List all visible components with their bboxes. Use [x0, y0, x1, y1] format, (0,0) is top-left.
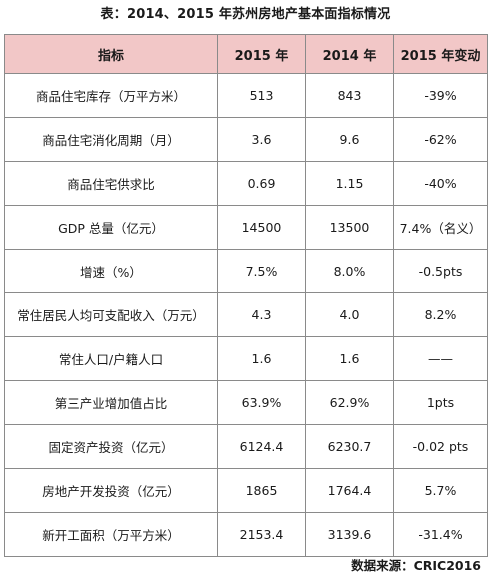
cell-indicator: 常住居民人均可支配收入（万元）	[4, 292, 218, 338]
cell-indicator: GDP 总量（亿元）	[4, 204, 218, 250]
cell-change: -39%	[393, 73, 488, 118]
table-row: 常住居民人均可支配收入（万元） 4.3 4.0 8.2%	[4, 292, 488, 338]
table-row: 商品住宅库存（万平方米） 513 843 -39%	[4, 73, 488, 118]
cell-2014: 9.6	[305, 116, 394, 162]
cell-change: 1pts	[393, 380, 488, 426]
table-title: 表：2014、2015 年苏州房地产基本面指标情况	[100, 7, 391, 22]
header-change: 2015 年变动	[393, 34, 488, 74]
cell-2014: 13500	[305, 204, 394, 250]
cell-2014: 3139.6	[305, 511, 394, 557]
cell-2015: 3.6	[217, 116, 306, 162]
cell-indicator: 固定资产投资（亿元）	[4, 424, 218, 470]
header-indicator: 指标	[4, 34, 218, 74]
cell-indicator: 常住人口/户籍人口	[4, 336, 218, 382]
cell-2015: 6124.4	[217, 424, 306, 470]
cell-2014: 8.0%	[305, 248, 394, 294]
cell-2014: 1.15	[305, 160, 394, 206]
cell-indicator: 增速（%）	[4, 248, 218, 294]
cell-2014: 843	[305, 73, 394, 118]
header-row: 指标 2015 年 2014 年 2015 年变动	[4, 34, 488, 74]
cell-2014: 4.0	[305, 292, 394, 338]
data-table: 指标 2015 年 2014 年 2015 年变动 商品住宅库存（万平方米） 5…	[4, 34, 488, 557]
data-source: 数据来源：CRIC2016	[351, 558, 481, 573]
table-row: 增速（%） 7.5% 8.0% -0.5pts	[4, 248, 488, 294]
cell-change: -0.5pts	[393, 248, 488, 294]
cell-2014: 6230.7	[305, 424, 394, 470]
cell-2014: 1764.4	[305, 468, 394, 513]
table-row: 新开工面积（万平方米） 2153.4 3139.6 -31.4%	[4, 511, 488, 557]
cell-indicator: 新开工面积（万平方米）	[4, 511, 218, 557]
table-row: 第三产业增加值占比 63.9% 62.9% 1pts	[4, 380, 488, 426]
table-row: 商品住宅消化周期（月） 3.6 9.6 -62%	[4, 116, 488, 162]
cell-2015: 7.5%	[217, 248, 306, 294]
table-row: GDP 总量（亿元） 14500 13500 7.4%（名义）	[4, 204, 488, 250]
cell-2015: 14500	[217, 204, 306, 250]
cell-2015: 63.9%	[217, 380, 306, 426]
cell-2015: 4.3	[217, 292, 306, 338]
cell-indicator: 商品住宅库存（万平方米）	[4, 73, 218, 118]
cell-indicator: 商品住宅供求比	[4, 160, 218, 206]
cell-2015: 1865	[217, 468, 306, 513]
cell-change: 5.7%	[393, 468, 488, 513]
cell-change: -0.02 pts	[393, 424, 488, 470]
cell-2014: 62.9%	[305, 380, 394, 426]
cell-2014: 1.6	[305, 336, 394, 382]
cell-2015: 513	[217, 73, 306, 118]
cell-2015: 2153.4	[217, 511, 306, 557]
cell-change: 8.2%	[393, 292, 488, 338]
cell-change: -31.4%	[393, 511, 488, 557]
table-row: 固定资产投资（亿元） 6124.4 6230.7 -0.02 pts	[4, 424, 488, 470]
table-row: 商品住宅供求比 0.69 1.15 -40%	[4, 160, 488, 206]
table-row: 常住人口/户籍人口 1.6 1.6 ——	[4, 336, 488, 382]
cell-indicator: 房地产开发投资（亿元）	[4, 468, 218, 513]
cell-change: ——	[393, 336, 488, 382]
header-2015: 2015 年	[217, 34, 306, 74]
cell-change: -62%	[393, 116, 488, 162]
table-row: 房地产开发投资（亿元） 1865 1764.4 5.7%	[4, 468, 488, 513]
cell-indicator: 商品住宅消化周期（月）	[4, 116, 218, 162]
cell-change: -40%	[393, 160, 488, 206]
cell-2015: 1.6	[217, 336, 306, 382]
cell-2015: 0.69	[217, 160, 306, 206]
header-2014: 2014 年	[305, 34, 394, 74]
cell-indicator: 第三产业增加值占比	[4, 380, 218, 426]
cell-change: 7.4%（名义）	[393, 204, 488, 250]
